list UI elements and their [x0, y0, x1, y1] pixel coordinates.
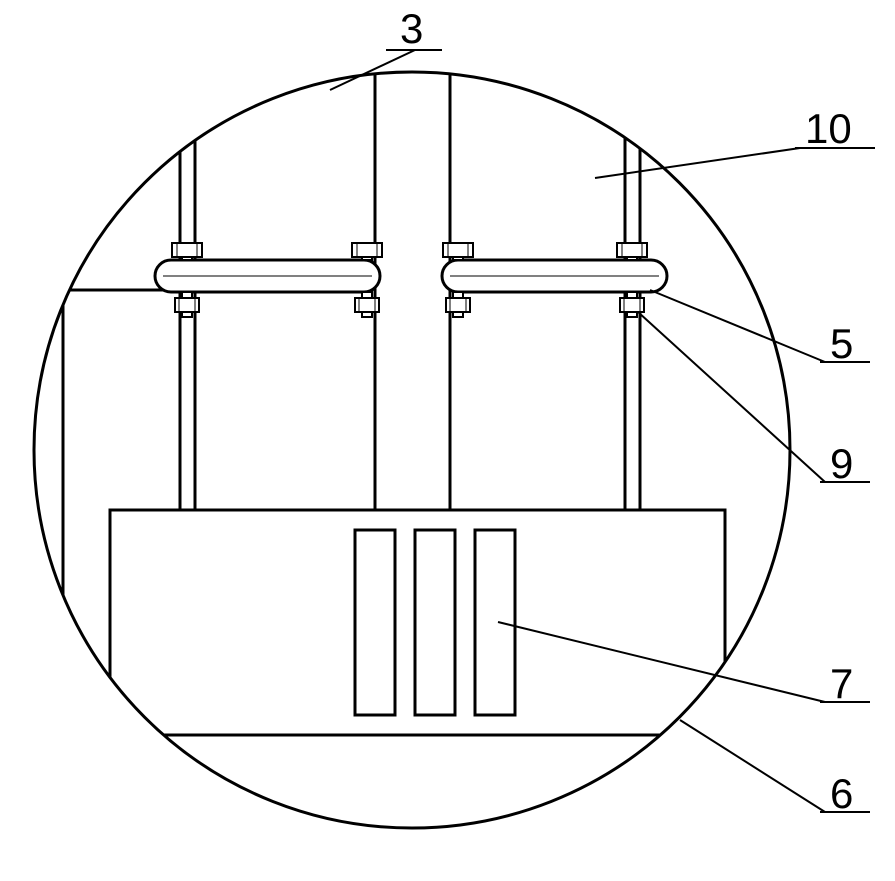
- callout-label-5: 5: [830, 320, 853, 368]
- diagram-svg: [0, 0, 895, 881]
- callout-label-3: 3: [400, 5, 423, 53]
- callout-label-10: 10: [805, 105, 852, 153]
- technical-diagram: 3 10 5 9 7 6: [0, 0, 895, 881]
- callout-label-6: 6: [830, 770, 853, 818]
- callout-label-9: 9: [830, 440, 853, 488]
- callout-label-7: 7: [830, 660, 853, 708]
